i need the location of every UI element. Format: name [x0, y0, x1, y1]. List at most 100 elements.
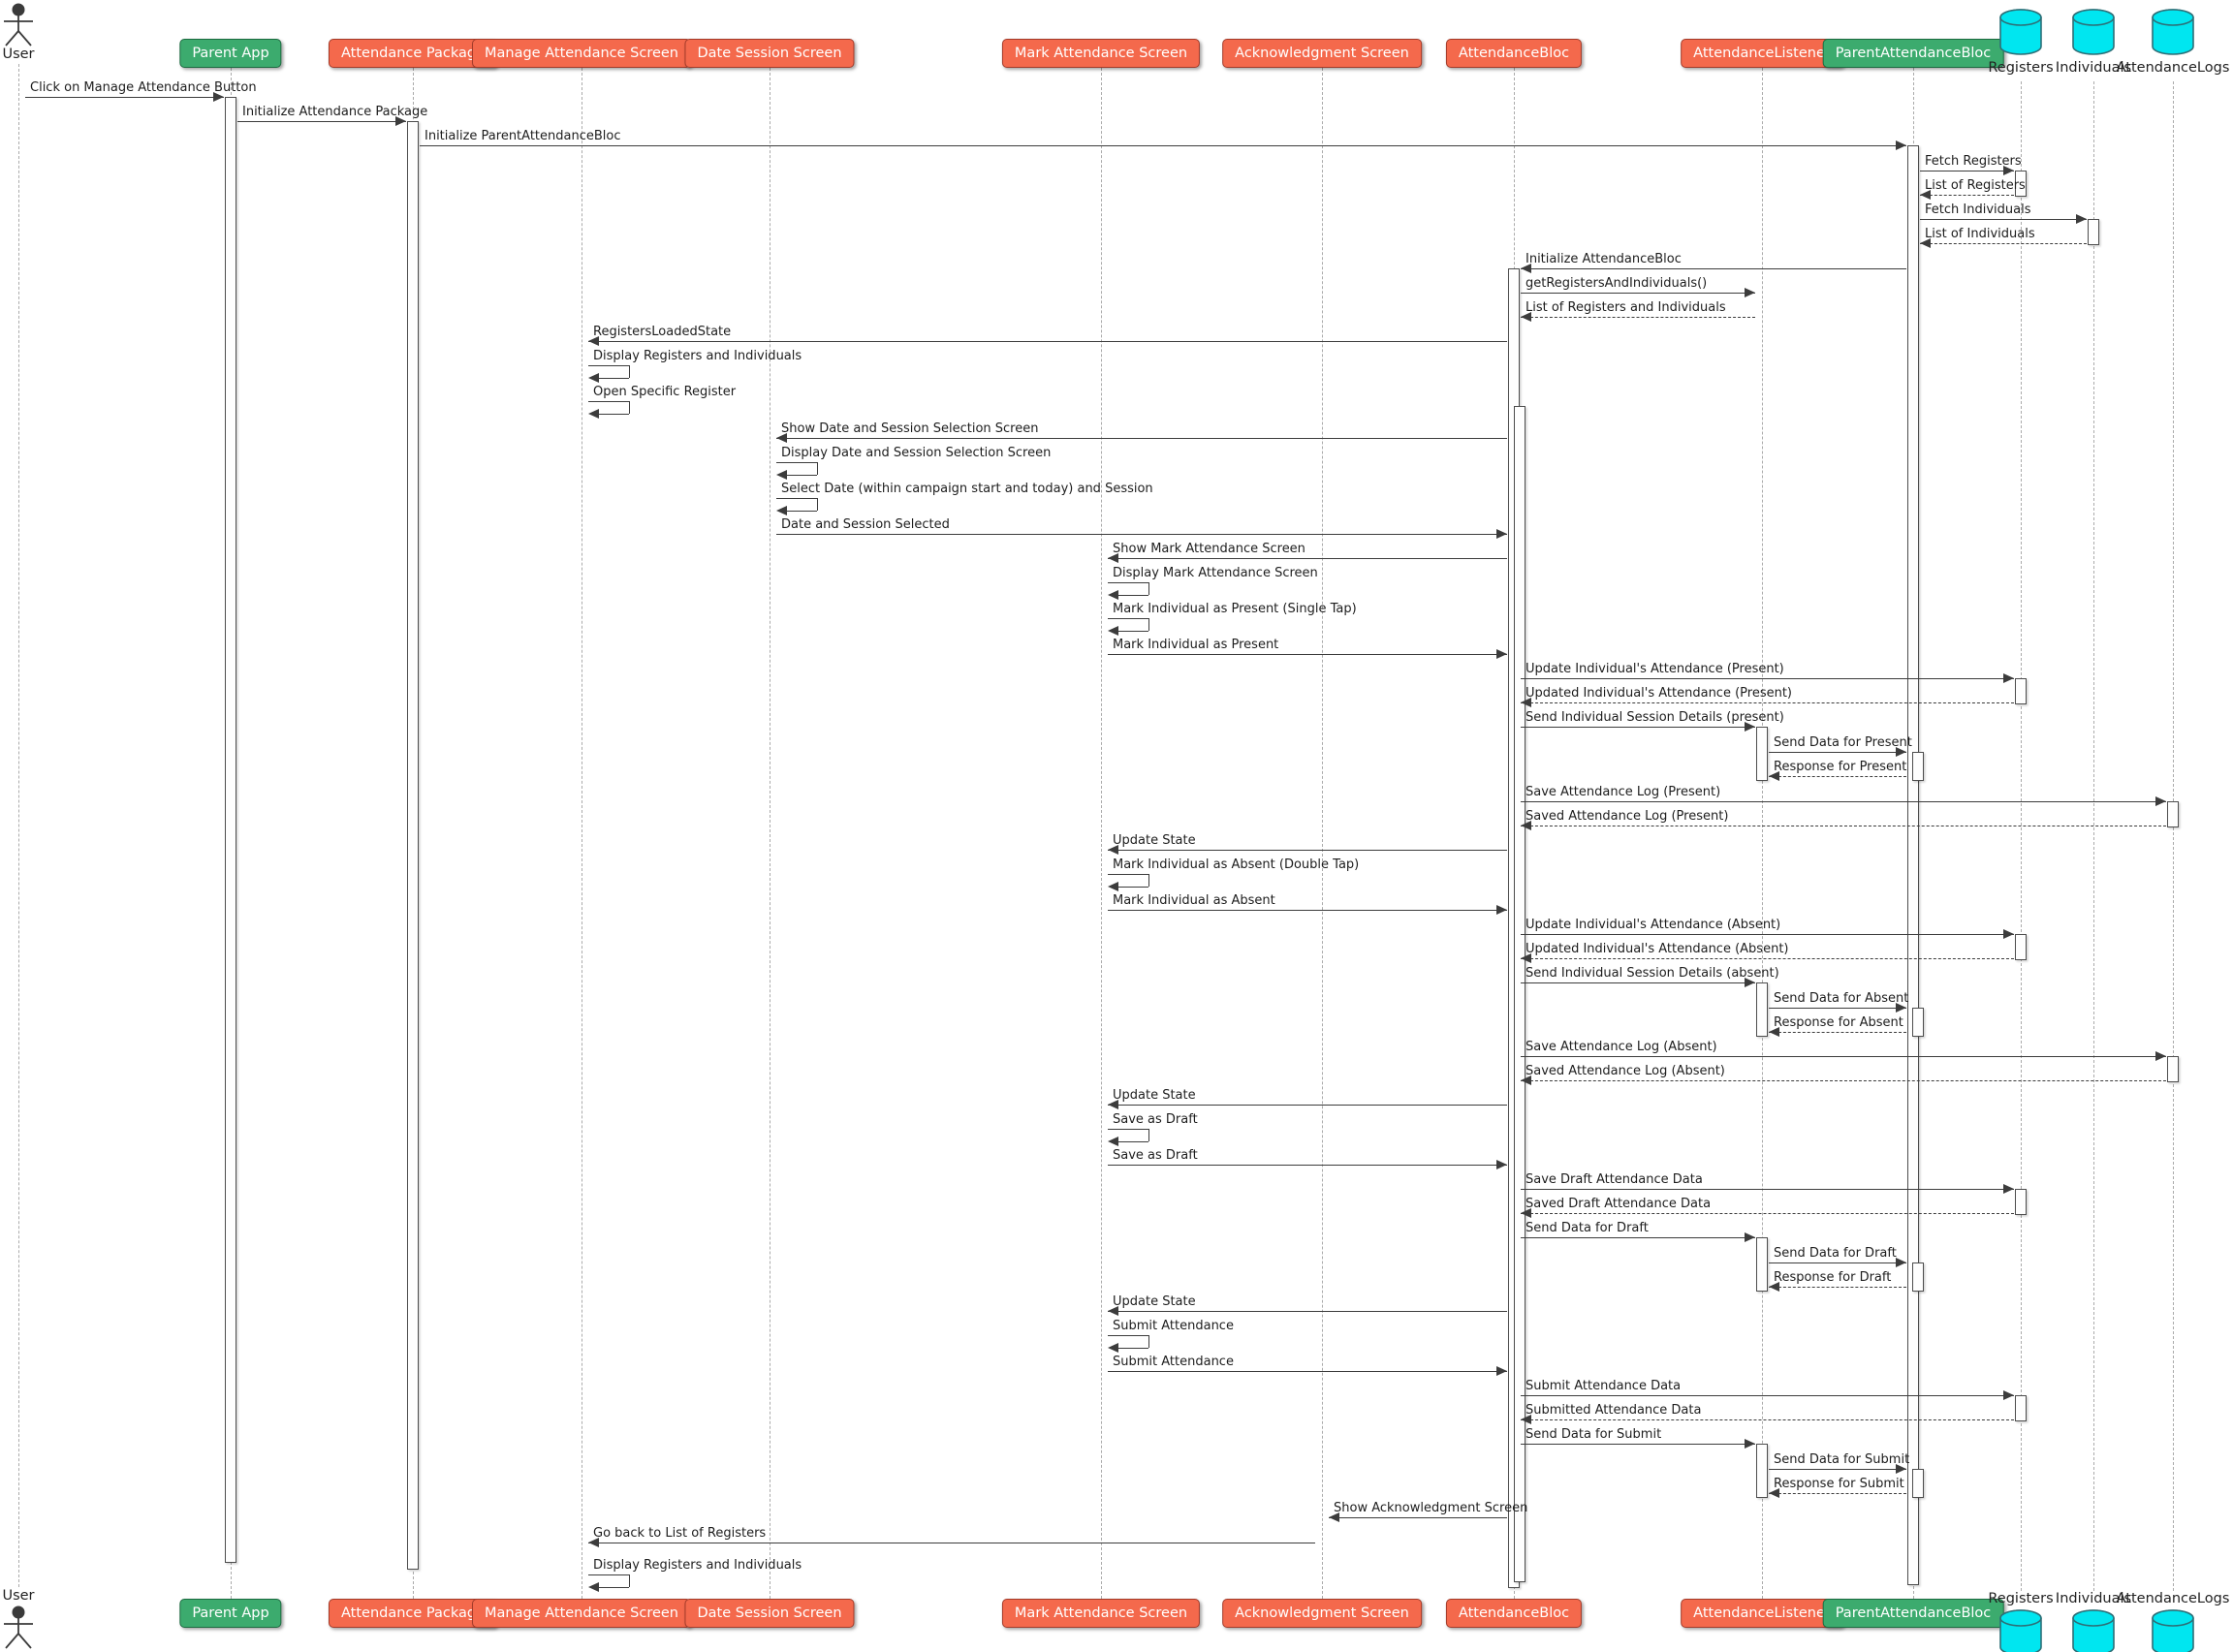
arrowhead-icon	[1896, 1003, 1906, 1013]
arrowhead-icon	[1769, 771, 1779, 781]
message-line	[1148, 618, 1149, 631]
arrowhead-icon	[588, 409, 599, 419]
message-line	[1521, 1213, 2014, 1214]
message-label: Display Registers and Individuals	[593, 1558, 802, 1573]
message-label: Mark Individual as Absent (Double Tap)	[1113, 857, 1360, 872]
activation-bar-attendance-package	[407, 121, 419, 1570]
arrowhead-icon	[776, 470, 787, 480]
message-line	[1108, 1335, 1148, 1336]
arrowhead-icon	[1896, 140, 1906, 150]
message-line	[1117, 595, 1148, 596]
activation-bar-registers	[2015, 1189, 2027, 1215]
participant-label-registers-bottom: Registers	[1988, 1591, 2054, 1606]
lifeline-mark-attendance-screen	[1101, 68, 1102, 1599]
message-line	[786, 511, 817, 512]
activation-bar-attendance-listener	[1756, 1237, 1768, 1292]
arrowhead-icon	[2155, 1051, 2166, 1061]
activation-bar-parent-attendance-bloc	[1912, 1008, 1924, 1037]
message-label: Send Individual Session Details (present…	[1525, 710, 1784, 725]
activation-bar-attendance-bloc	[1514, 406, 1525, 1582]
message-label: Display Date and Session Selection Scree…	[781, 446, 1052, 460]
activation-bar-attendance-listener	[1756, 982, 1768, 1037]
message-label: Response for Absent	[1774, 1015, 1903, 1030]
message-line	[629, 1574, 630, 1587]
message-line	[1108, 1105, 1507, 1106]
participant-box-parent-attendance-bloc-top: ParentAttendanceBloc	[1822, 39, 2004, 68]
arrowhead-icon	[1329, 1512, 1339, 1522]
lifeline-acknowledgment-screen	[1322, 68, 1323, 1599]
message-line	[1769, 1008, 1906, 1009]
activation-bar-parent-attendance-bloc	[1912, 752, 1924, 781]
message-line	[588, 401, 629, 402]
message-label: Save Attendance Log (Absent)	[1525, 1040, 1717, 1054]
arrowhead-icon	[1521, 1415, 1531, 1424]
message-line	[1769, 1262, 1906, 1263]
message-label: Click on Manage Attendance Button	[30, 80, 257, 95]
arrowhead-icon	[1108, 845, 1118, 855]
message-line	[1117, 1141, 1148, 1142]
message-line	[1521, 727, 1755, 728]
message-label: Fetch Registers	[1925, 154, 2022, 169]
lifeline-date-session-screen	[770, 68, 771, 1599]
message-line	[1108, 618, 1148, 619]
message-label: Send Data for Draft	[1525, 1221, 1649, 1235]
arrowhead-icon	[1521, 1208, 1531, 1218]
message-line	[817, 498, 818, 511]
lifeline-attendance-listener	[1762, 68, 1763, 1599]
message-line	[237, 121, 406, 122]
participant-label-individuals-bottom: Individuals	[2055, 1591, 2132, 1606]
arrowhead-icon	[1108, 1100, 1118, 1109]
participant-box-manage-attendance-screen-top: Manage Attendance Screen	[472, 39, 691, 68]
message-line	[1769, 776, 1906, 777]
message-line	[588, 365, 629, 366]
message-line	[598, 1587, 629, 1588]
message-label: Date and Session Selected	[781, 517, 950, 532]
message-line	[1521, 678, 2014, 679]
arrowhead-icon	[1745, 1439, 1755, 1449]
message-label: Save Draft Attendance Data	[1525, 1172, 1703, 1187]
message-line	[629, 401, 630, 414]
arrowhead-icon	[1896, 1464, 1906, 1474]
arrowhead-icon	[2003, 1390, 2014, 1400]
arrowhead-icon	[2076, 214, 2087, 224]
participant-box-date-session-screen-bottom: Date Session Screen	[684, 1599, 855, 1628]
message-line	[1117, 1348, 1148, 1349]
activation-bar-attendance-listener	[1756, 1444, 1768, 1498]
message-label: Saved Attendance Log (Absent)	[1525, 1064, 1725, 1078]
message-line	[1117, 631, 1148, 632]
message-line	[1108, 558, 1507, 559]
arrowhead-icon	[213, 92, 224, 102]
message-label: Show Date and Session Selection Screen	[781, 421, 1039, 436]
message-line	[1521, 982, 1755, 983]
lifeline-user	[18, 64, 19, 1587]
message-line	[598, 378, 629, 379]
actor-icon	[4, 1605, 33, 1649]
arrowhead-icon	[1108, 1343, 1118, 1353]
database-icon	[1999, 9, 2042, 55]
message-label: Open Specific Register	[593, 385, 737, 399]
arrowhead-icon	[1496, 529, 1507, 539]
participant-label-user-bottom: User	[2, 1588, 35, 1604]
participant-box-parent-attendance-bloc-bottom: ParentAttendanceBloc	[1822, 1599, 2004, 1628]
participant-box-date-session-screen-top: Date Session Screen	[684, 39, 855, 68]
arrowhead-icon	[2003, 929, 2014, 939]
message-line	[1108, 850, 1507, 851]
arrowhead-icon	[395, 116, 406, 126]
message-label: Response for Draft	[1774, 1270, 1892, 1285]
message-line	[1148, 1335, 1149, 1348]
arrowhead-icon	[1920, 190, 1931, 200]
message-line	[1521, 317, 1755, 318]
message-label: Submit Attendance	[1113, 1319, 1234, 1333]
arrowhead-icon	[1521, 953, 1531, 963]
message-line	[1521, 1056, 2166, 1057]
lifeline-attendancelogs	[2173, 81, 2174, 1591]
message-line	[1108, 582, 1148, 583]
message-label: Save as Draft	[1113, 1112, 1198, 1127]
message-line	[1521, 958, 2014, 959]
message-label: Show Acknowledgment Screen	[1334, 1501, 1528, 1515]
arrowhead-icon	[588, 1538, 599, 1547]
message-label: Send Data for Absent	[1774, 991, 1909, 1006]
message-line	[1521, 1189, 2014, 1190]
message-label: Update State	[1113, 833, 1196, 848]
